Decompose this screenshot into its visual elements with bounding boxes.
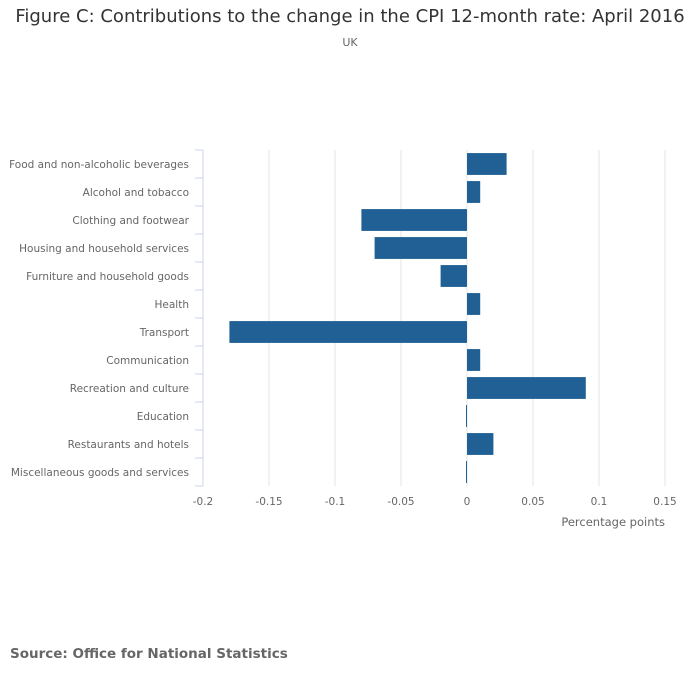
category-label: Alcohol and tobacco bbox=[83, 187, 189, 199]
x-tick-label: -0.1 bbox=[325, 496, 346, 508]
bar-food-and-non-alcoholic-beverages bbox=[467, 153, 507, 175]
category-label: Recreation and culture bbox=[70, 383, 189, 395]
x-tick-label: -0.05 bbox=[387, 496, 414, 508]
x-tick-label: -0.2 bbox=[193, 496, 214, 508]
category-label: Restaurants and hotels bbox=[68, 439, 189, 451]
category-label: Furniture and household goods bbox=[26, 271, 189, 283]
bar-alcohol-and-tobacco bbox=[467, 181, 481, 203]
bar-transport bbox=[229, 321, 467, 343]
source-note: Source: Office for National Statistics bbox=[10, 646, 288, 662]
bar-health bbox=[467, 293, 481, 315]
category-label: Miscellaneous goods and services bbox=[11, 467, 189, 479]
x-tick-label: 0.05 bbox=[521, 496, 544, 508]
category-label: Transport bbox=[139, 327, 189, 339]
bar-housing-and-household-services bbox=[374, 237, 467, 259]
category-label: Housing and household services bbox=[19, 243, 189, 255]
x-tick-labels: -0.2 -0.15 -0.1 -0.05 0 0.05 0.1 0.15 bbox=[193, 496, 677, 508]
category-label: Communication bbox=[106, 355, 189, 367]
category-label: Food and non-alcoholic beverages bbox=[9, 159, 189, 171]
bars bbox=[229, 153, 586, 483]
x-tick-label: 0.15 bbox=[653, 496, 676, 508]
category-labels: Food and non-alcoholic beverages Alcohol … bbox=[9, 159, 190, 479]
bar-recreation-and-culture bbox=[467, 377, 586, 399]
bar-restaurants-and-hotels bbox=[467, 433, 494, 455]
gridlines bbox=[268, 150, 666, 486]
category-label: Clothing and footwear bbox=[72, 215, 189, 227]
category-label: Health bbox=[155, 299, 189, 311]
x-tick-label: 0.1 bbox=[591, 496, 608, 508]
category-label: Education bbox=[137, 411, 189, 423]
bar-education bbox=[466, 405, 467, 427]
bar-furniture-and-household-goods bbox=[440, 265, 467, 287]
x-axis-title: Percentage points bbox=[561, 515, 665, 529]
bar-miscellaneous-goods-and-services bbox=[466, 461, 467, 483]
chart-title: Figure C: Contributions to the change in… bbox=[15, 6, 685, 27]
bar-communication bbox=[467, 349, 481, 371]
category-axis bbox=[195, 149, 204, 487]
x-tick-label: 0 bbox=[464, 496, 471, 508]
bar-clothing-and-footwear bbox=[361, 209, 467, 231]
x-tick-label: -0.15 bbox=[255, 496, 282, 508]
chart-subtitle: UK bbox=[342, 36, 358, 49]
